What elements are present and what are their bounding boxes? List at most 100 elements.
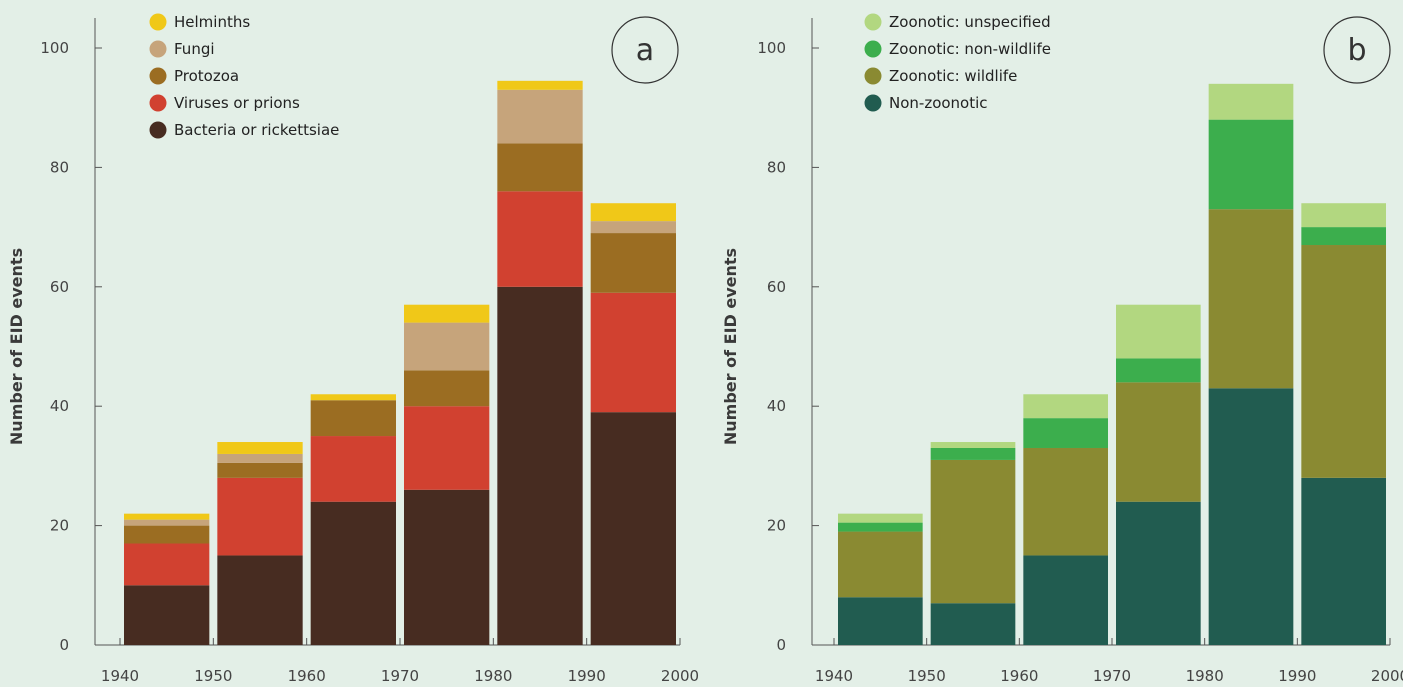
legend-label: Viruses or prions: [174, 94, 300, 112]
bar-segment: [404, 322, 490, 371]
x-tick-label: 1940: [101, 667, 139, 685]
bar-segment: [1208, 83, 1294, 120]
legend-label: Helminths: [174, 13, 250, 31]
bar-segment: [497, 191, 583, 287]
bar-segment: [930, 447, 1016, 460]
legend-label: Zoonotic: wildlife: [889, 67, 1017, 85]
x-tick-label: 2000: [661, 667, 699, 685]
bar-segment: [1301, 203, 1386, 228]
bar-segment: [838, 513, 923, 523]
bar-segment: [310, 400, 396, 437]
bar-segment: [838, 522, 923, 532]
bar-segment: [217, 555, 303, 645]
panel-badge: [1323, 16, 1391, 84]
bar-segment: [1023, 394, 1108, 419]
bar-segment: [310, 394, 396, 401]
legend-label: Protozoa: [174, 67, 239, 85]
y-tick-label: 40: [767, 397, 786, 415]
panel-b: 0 20 40 60 80 100 1940 1950 1960 1970 1980 1990 2000…: [721, 13, 1403, 685]
bar-segment: [124, 543, 210, 586]
bar-segment: [590, 292, 676, 413]
x-tick-label: 1940: [815, 667, 853, 685]
bar-segment: [404, 304, 490, 323]
legend: Zoonotic: unspecified Zoonotic: non-wildl…: [864, 13, 1051, 112]
bar-segment: [310, 501, 396, 645]
bar-segment: [1116, 304, 1201, 359]
bar-segment: [1023, 447, 1108, 556]
bar-segment: [124, 525, 210, 544]
legend-label: Non-zoonotic: [889, 94, 988, 112]
panel-badge: [611, 16, 679, 84]
panel-letter: b: [1347, 33, 1366, 68]
y-tick-label: 20: [50, 517, 69, 535]
bar-segment: [590, 221, 676, 234]
legend-label: Zoonotic: non-wildlife: [889, 40, 1051, 58]
bar-segment: [310, 436, 396, 502]
bar-segment: [497, 143, 583, 192]
legend-swatch: [149, 121, 167, 139]
bar-segment: [1301, 227, 1386, 246]
legend-swatch: [864, 67, 882, 85]
bar-segment: [590, 203, 676, 222]
x-tick-label: 1990: [1278, 667, 1316, 685]
y-tick-label: 80: [767, 158, 786, 176]
y-tick-label: 60: [767, 278, 786, 296]
x-tick-label: 1980: [1186, 667, 1224, 685]
bar-segment: [930, 442, 1016, 448]
x-tick-label: 1990: [568, 667, 606, 685]
x-tick-label: 1980: [474, 667, 512, 685]
bar-segment: [1116, 382, 1201, 502]
y-tick-label: 60: [50, 278, 69, 296]
bar-segment: [1116, 501, 1201, 645]
bar-segment: [1116, 358, 1201, 383]
bar-segment: [590, 412, 676, 645]
bar-segment: [497, 286, 583, 645]
bar-segment: [404, 406, 490, 490]
legend-swatch: [864, 94, 882, 112]
legend: Helminths Fungi Protozoa Viruses or prions B…: [149, 13, 339, 139]
x-tick-label: 2000: [1371, 667, 1403, 685]
legend-label: Bacteria or rickettsiae: [174, 121, 339, 139]
bar-segment: [404, 489, 490, 645]
y-tick-label: 80: [50, 158, 69, 176]
bar-segment: [217, 453, 303, 463]
bar-segment: [124, 513, 210, 520]
x-tick-label: 1960: [288, 667, 326, 685]
y-tick-label: 0: [776, 636, 786, 654]
y-tick-label: 40: [50, 397, 69, 415]
bar-segment: [930, 459, 1016, 604]
legend-swatch: [864, 13, 882, 31]
legend-swatch: [149, 67, 167, 85]
bar-segment: [838, 531, 923, 598]
x-tick-label: 1970: [381, 667, 419, 685]
bar-segment: [124, 519, 210, 526]
bar-segment: [124, 585, 210, 645]
y-tick-label: 0: [59, 636, 69, 654]
bar-segment: [590, 233, 676, 293]
legend-swatch: [149, 13, 167, 31]
legend-label: Fungi: [174, 40, 215, 58]
y-tick-label: 100: [40, 39, 69, 57]
bar-segment: [497, 89, 583, 144]
bar-segment: [497, 80, 583, 90]
y-axis-label: Number of EID events: [7, 248, 26, 445]
x-tick-label: 1950: [194, 667, 232, 685]
bar-segment: [1208, 209, 1294, 389]
legend-swatch: [864, 40, 882, 58]
bar-segment: [1023, 418, 1108, 448]
bar-segment: [217, 442, 303, 454]
panel-a: 0 20 40 60 80 100 1940 1950 1960 1970 1980 1990 2000…: [7, 13, 699, 685]
panel-letter: a: [636, 33, 654, 68]
y-tick-label: 20: [767, 517, 786, 535]
bar-segment: [1301, 477, 1386, 645]
bar-segment: [930, 603, 1016, 645]
legend-swatch: [149, 94, 167, 112]
y-axis-label: Number of EID events: [721, 248, 740, 445]
y-tick-label: 100: [757, 39, 786, 57]
bar-segment: [838, 597, 923, 645]
legend-swatch: [149, 40, 167, 58]
bar-segment: [1023, 555, 1108, 645]
bar-segment: [1208, 388, 1294, 645]
x-tick-label: 1960: [1000, 667, 1038, 685]
